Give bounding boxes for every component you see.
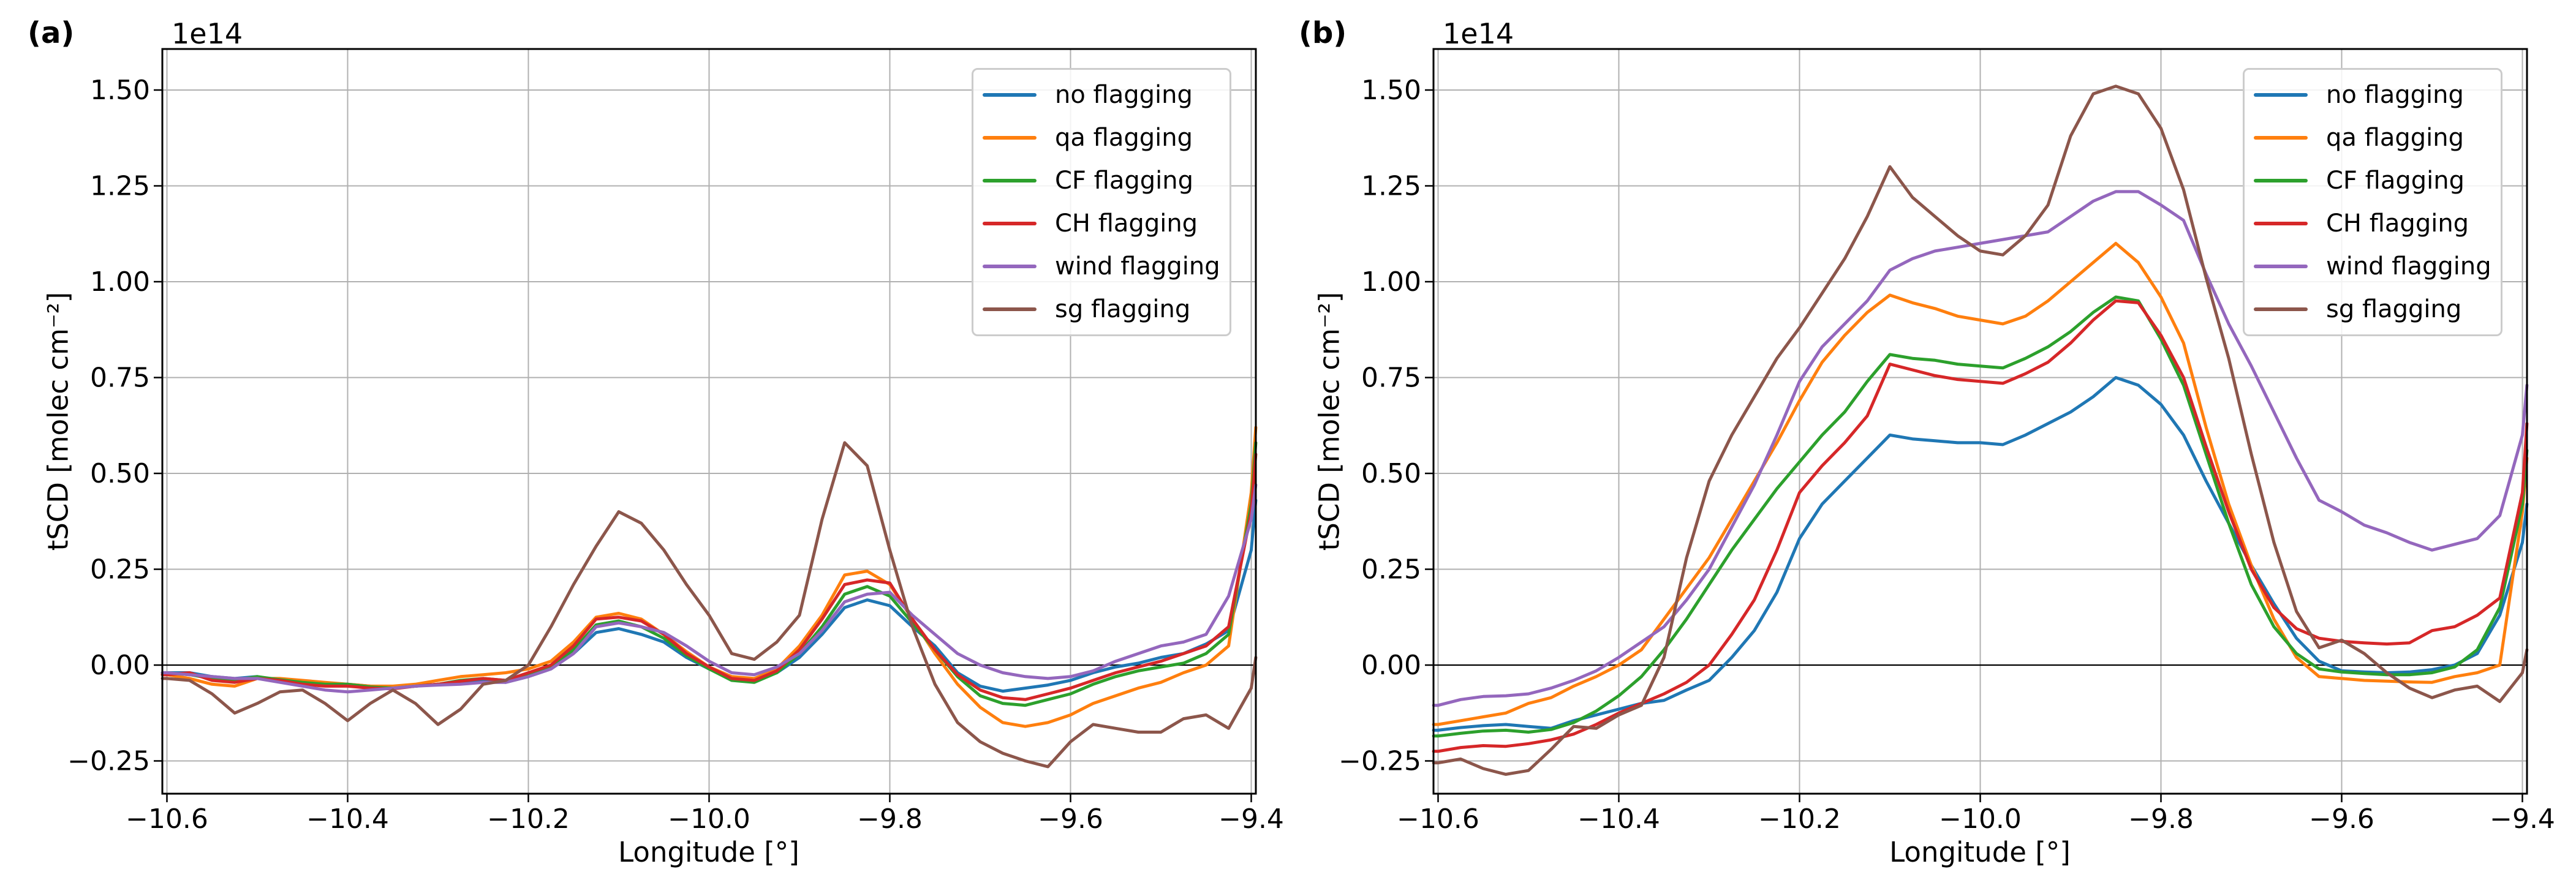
- legend-item-label: CH flagging: [1055, 209, 1198, 238]
- series-line-sg-flagging: [1432, 85, 2529, 776]
- legend-item-label: CF flagging: [1055, 167, 1193, 195]
- legend-item-label: no flagging: [2326, 81, 2464, 109]
- legend-item-sg-flagging: sg flagging: [973, 288, 1229, 331]
- legend-item-label: no flagging: [1055, 81, 1193, 109]
- legend-item-ch-flagging: CH flagging: [2245, 202, 2501, 245]
- legend-line-sample: [2254, 265, 2308, 268]
- y-tick-label: 1.25: [90, 171, 150, 202]
- legend-item-qa-flagging: qa flagging: [2245, 116, 2501, 159]
- series-line-CH-flagging: [161, 453, 1258, 701]
- legend-item-label: sg flagging: [2326, 295, 2462, 323]
- panel-a-xlabel: Longitude [°]: [618, 836, 799, 868]
- legend-line-sample: [2254, 307, 2308, 311]
- y-tick-label: 0.00: [1361, 650, 1421, 681]
- legend-line-sample: [983, 265, 1037, 268]
- legend-item-no-flagging: no flagging: [973, 73, 1229, 116]
- y-tick-label: 1.00: [1361, 266, 1421, 298]
- legend-item-wind-flagging: wind flagging: [2245, 245, 2501, 288]
- y-tick-label: 0.50: [90, 458, 150, 489]
- y-tick-label: −0.25: [67, 746, 150, 777]
- panel-b-legend: no flagging qa flagging CF flagging CH f…: [2243, 68, 2502, 336]
- legend-line-sample: [983, 179, 1037, 182]
- legend-item-label: CH flagging: [2326, 209, 2469, 238]
- y-tick-label: −0.25: [1339, 746, 1421, 777]
- x-tick-label: −10.6: [1397, 803, 1479, 835]
- legend-item-label: sg flagging: [1055, 295, 1191, 323]
- legend-item-label: CF flagging: [2326, 167, 2465, 195]
- legend-item-label: wind flagging: [2326, 252, 2491, 280]
- y-tick-label: 0.25: [90, 554, 150, 585]
- legend-item-cf-flagging: CF flagging: [973, 159, 1229, 202]
- y-tick-label: 1.50: [90, 75, 150, 106]
- x-tick-label: −9.4: [2490, 803, 2555, 835]
- panel-a-offset-text: 1e14: [172, 17, 243, 50]
- legend-line-sample: [2254, 136, 2308, 140]
- y-tick-label: 0.75: [1361, 363, 1421, 394]
- legend-line-sample: [2254, 222, 2308, 225]
- legend-line-sample: [2254, 93, 2308, 97]
- legend-item-ch-flagging: CH flagging: [973, 202, 1229, 245]
- legend-line-sample: [983, 222, 1037, 225]
- y-tick-label: 1.25: [1361, 171, 1421, 202]
- y-tick-label: 0.75: [90, 363, 150, 394]
- legend-item-no-flagging: no flagging: [2245, 73, 2501, 116]
- series-line-wind-flagging: [161, 483, 1258, 694]
- legend-item-sg-flagging: sg flagging: [2245, 288, 2501, 331]
- series-line-CH-flagging: [1432, 299, 2529, 753]
- y-tick-label: 0.50: [1361, 458, 1421, 489]
- y-tick-label: 0.00: [90, 650, 150, 681]
- legend-item-label: qa flagging: [2326, 124, 2464, 152]
- x-tick-label: −9.8: [2128, 803, 2194, 835]
- x-tick-label: −10.0: [1939, 803, 2022, 835]
- x-tick-label: −9.6: [1038, 803, 1103, 835]
- legend-item-label: qa flagging: [1055, 124, 1193, 152]
- panel-b-ylabel: tSCD [molec cm⁻²]: [1313, 292, 1346, 551]
- x-tick-label: −9.6: [2309, 803, 2374, 835]
- x-tick-label: −10.4: [306, 803, 389, 835]
- legend-item-cf-flagging: CF flagging: [2245, 159, 2501, 202]
- legend-line-sample: [2254, 179, 2308, 182]
- series-line-wind-flagging: [1432, 190, 2529, 707]
- panel-b-xlabel: Longitude [°]: [1889, 836, 2071, 868]
- legend-line-sample: [983, 136, 1037, 140]
- x-tick-label: −9.4: [1218, 803, 1284, 835]
- series-line-sg-flagging: [161, 441, 1258, 769]
- panel-a-legend: no flagging qa flagging CF flagging CH f…: [972, 68, 1231, 336]
- legend-item-wind-flagging: wind flagging: [973, 245, 1229, 288]
- panel-a-ylabel: tSCD [molec cm⁻²]: [42, 292, 75, 551]
- x-tick-label: −10.2: [487, 803, 570, 835]
- legend-line-sample: [983, 307, 1037, 311]
- series-line-CF-flagging: [1432, 295, 2529, 738]
- x-tick-label: −9.8: [857, 803, 923, 835]
- x-tick-label: −10.0: [668, 803, 750, 835]
- y-tick-label: 1.00: [90, 266, 150, 298]
- panel-a-label: (a): [28, 16, 75, 50]
- series-line-CF-flagging: [161, 441, 1258, 707]
- panel-b-label: (b): [1299, 16, 1347, 50]
- legend-item-qa-flagging: qa flagging: [973, 116, 1229, 159]
- legend-line-sample: [983, 93, 1037, 97]
- legend-item-label: wind flagging: [1055, 252, 1220, 280]
- series-line-qa-flagging: [1432, 241, 2529, 726]
- x-tick-label: −10.4: [1577, 803, 1660, 835]
- x-tick-label: −10.6: [126, 803, 208, 835]
- x-tick-label: −10.2: [1758, 803, 1841, 835]
- panel-b-offset-text: 1e14: [1443, 17, 1514, 50]
- y-tick-label: 1.50: [1361, 75, 1421, 106]
- y-tick-label: 0.25: [1361, 554, 1421, 585]
